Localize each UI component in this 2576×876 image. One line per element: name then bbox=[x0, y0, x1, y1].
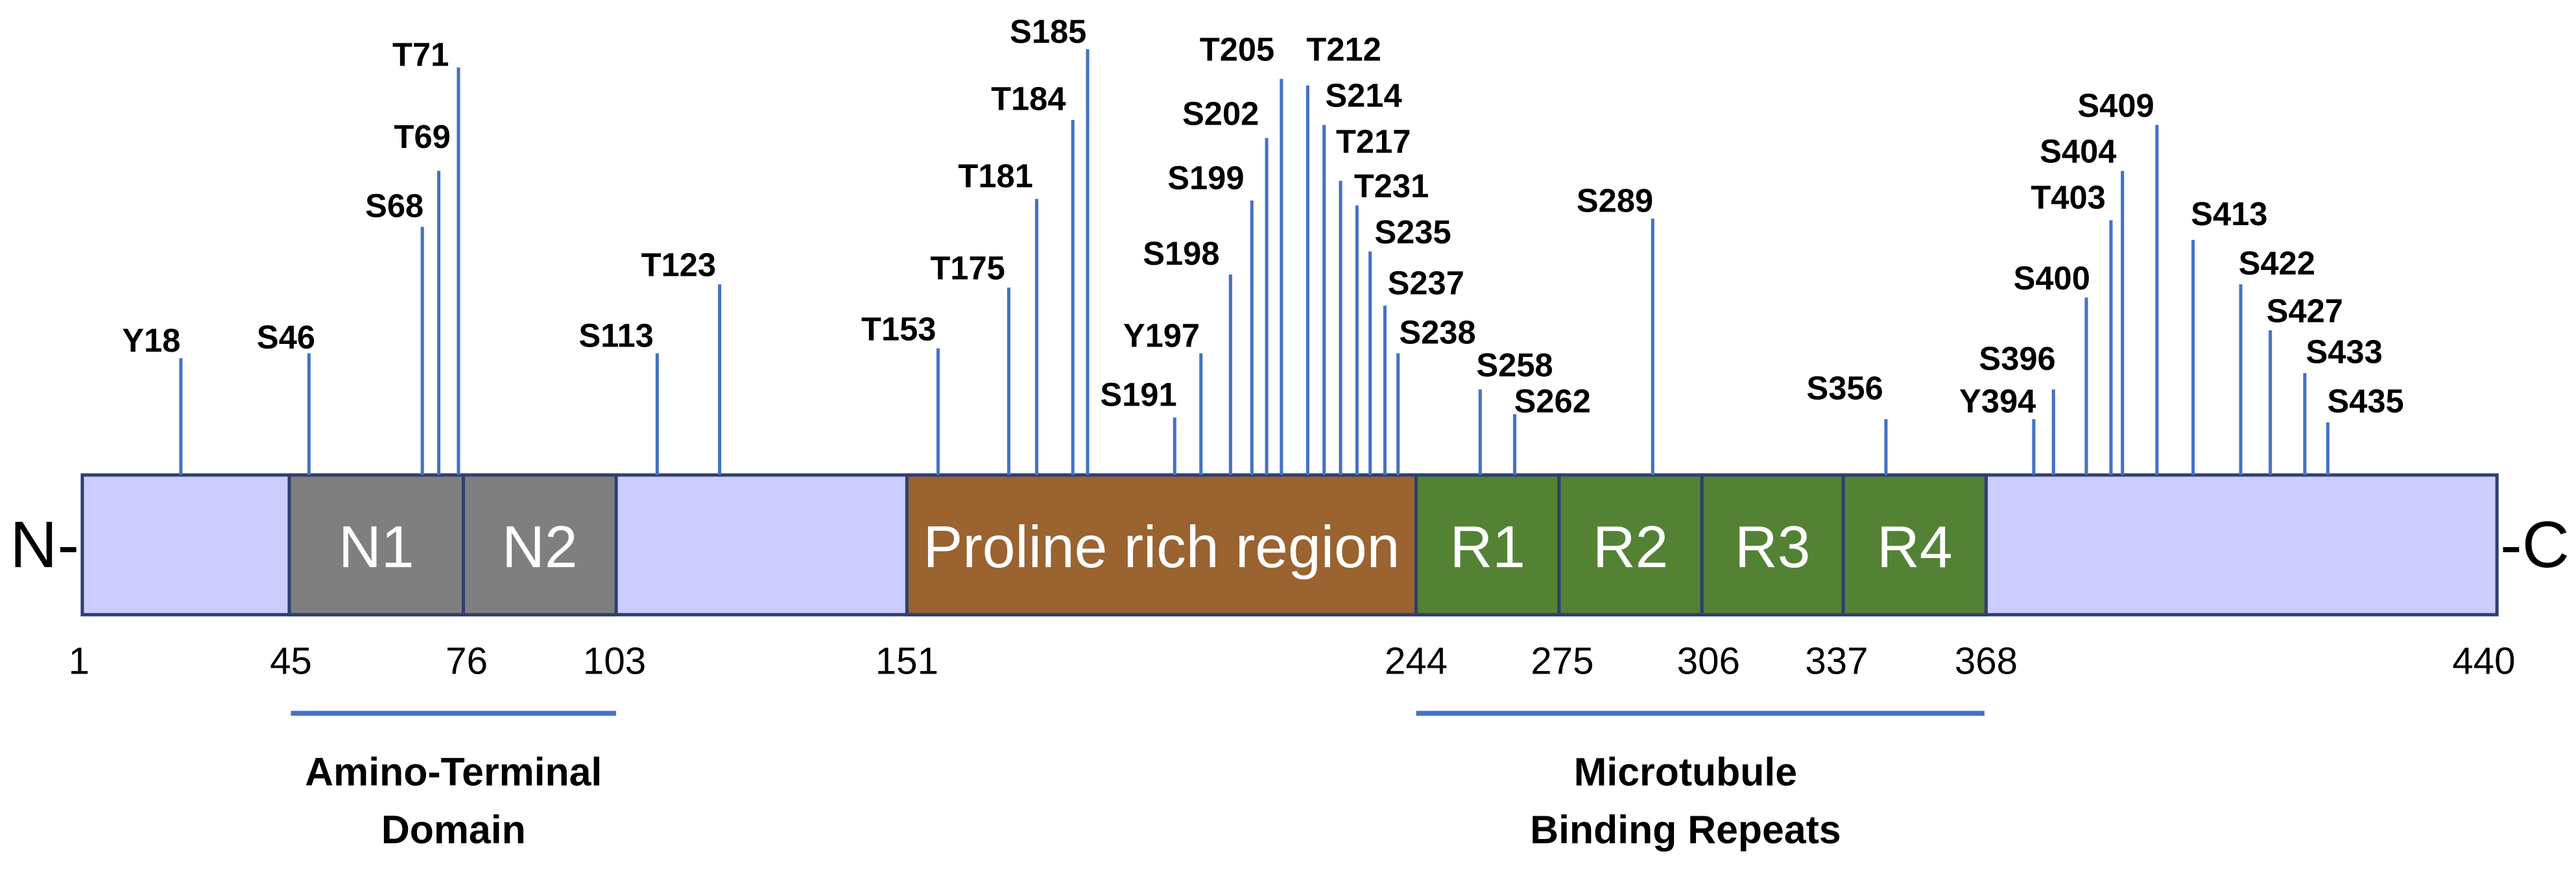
site-label: S289 bbox=[1577, 182, 1653, 219]
domain-label: Proline rich region bbox=[924, 514, 1400, 580]
site-label: Y197 bbox=[1123, 317, 1200, 354]
domain-box bbox=[905, 473, 1418, 616]
domain-box bbox=[1841, 473, 1988, 616]
domain-box bbox=[461, 473, 618, 616]
n-terminus: N- bbox=[10, 508, 79, 581]
position-label: 306 bbox=[1677, 640, 1740, 682]
position-label: 151 bbox=[876, 640, 938, 682]
position-label: 103 bbox=[583, 640, 646, 682]
site-label: T153 bbox=[861, 310, 936, 347]
domain-box bbox=[287, 473, 466, 616]
site-label: S422 bbox=[2239, 245, 2315, 282]
site-label: S202 bbox=[1182, 95, 1259, 132]
domain-label: R3 bbox=[1735, 514, 1811, 580]
site-label: S427 bbox=[2267, 292, 2343, 329]
site-label: S68 bbox=[365, 187, 423, 224]
site-label: T217 bbox=[1336, 123, 1411, 160]
position-label: 337 bbox=[1805, 640, 1868, 682]
site-label: S409 bbox=[2077, 87, 2154, 124]
site-label: S356 bbox=[1806, 369, 1883, 406]
site-label: S199 bbox=[1167, 159, 1244, 196]
region-label: Domain bbox=[381, 807, 526, 851]
position-label: 45 bbox=[270, 640, 312, 682]
region-label: Amino-Terminal bbox=[305, 750, 602, 794]
domain-label: R1 bbox=[1449, 514, 1525, 580]
site-label: S396 bbox=[1979, 340, 2055, 377]
region-label: Microtubule bbox=[1574, 750, 1797, 794]
site-label: T231 bbox=[1354, 167, 1429, 204]
site-label: S433 bbox=[2306, 334, 2382, 371]
c-terminus: -C bbox=[2500, 508, 2570, 581]
position-label: 275 bbox=[1531, 640, 1593, 682]
domain-label: N2 bbox=[502, 514, 578, 580]
domain-label: N1 bbox=[339, 514, 414, 580]
site-label: S235 bbox=[1374, 213, 1451, 250]
site-label: T181 bbox=[958, 158, 1032, 195]
site-label: S198 bbox=[1143, 235, 1219, 272]
site-label: S191 bbox=[1100, 376, 1176, 413]
domain-box bbox=[1557, 473, 1704, 616]
site-label: T175 bbox=[930, 250, 1005, 287]
site-label: S413 bbox=[2191, 195, 2267, 232]
site-label: T212 bbox=[1306, 31, 1381, 68]
site-label: T205 bbox=[1200, 31, 1274, 68]
position-label: 440 bbox=[2452, 640, 2515, 682]
region-label: Binding Repeats bbox=[1530, 807, 1841, 851]
site-label: S435 bbox=[2327, 383, 2403, 420]
site-label: S46 bbox=[257, 319, 315, 356]
site-label: T123 bbox=[641, 247, 716, 284]
site-label: S237 bbox=[1388, 264, 1464, 301]
site-label: T69 bbox=[394, 118, 451, 155]
domain-box bbox=[1700, 473, 1845, 616]
site-label: S262 bbox=[1514, 383, 1591, 420]
domain-label: R2 bbox=[1593, 514, 1669, 580]
position-label: 244 bbox=[1385, 640, 1448, 682]
site-label: S113 bbox=[578, 317, 653, 354]
site-label: S258 bbox=[1476, 347, 1553, 383]
site-label: T71 bbox=[392, 36, 449, 73]
site-label: T184 bbox=[991, 80, 1066, 117]
position-label: 368 bbox=[1955, 640, 2018, 682]
position-label: 76 bbox=[446, 640, 488, 682]
site-label: Y18 bbox=[122, 322, 180, 359]
domain-label: R4 bbox=[1877, 514, 1953, 580]
site-label: S185 bbox=[1010, 13, 1086, 50]
site-label: S400 bbox=[2014, 260, 2090, 297]
position-label: 1 bbox=[69, 640, 89, 682]
site-label: S404 bbox=[2040, 133, 2116, 170]
site-label: S214 bbox=[1325, 77, 1401, 114]
site-label: S238 bbox=[1399, 313, 1475, 350]
site-label: Y394 bbox=[1959, 383, 2036, 420]
site-label: T403 bbox=[2031, 179, 2105, 216]
